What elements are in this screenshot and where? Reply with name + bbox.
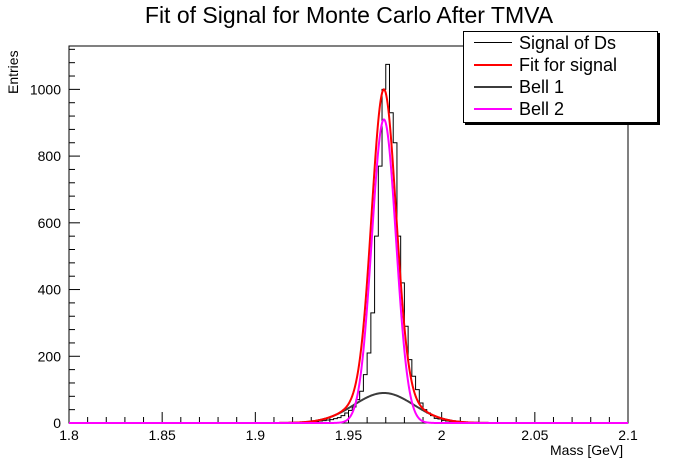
legend-item-histogram: Signal of Ds [464,32,657,54]
legend-swatch [474,86,512,88]
chart-title: Fit of Signal for Monte Carlo After TMVA [144,2,554,28]
legend-label: Bell 1 [519,77,565,97]
x-tick-label: 2.05 [521,427,548,443]
y-tick-label: 400 [38,282,62,298]
x-axis-label: Mass [GeV] [550,442,624,458]
legend-item-bell-2: Bell 2 [464,98,657,120]
legend-swatch [474,108,512,110]
legend-item-fit: Fit for signal [464,54,657,76]
x-tick-label: 1.95 [335,427,362,443]
x-tick-label: 1.8 [59,427,79,443]
y-tick-label: 600 [38,215,62,231]
legend-swatch [474,64,512,66]
x-tick-label: 2 [438,427,446,443]
histogram-outline [310,63,461,423]
x-tick-label: 1.9 [246,427,266,443]
legend-item-bell-1: Bell 1 [464,76,657,98]
tick-labels: 1.8 1.85 1.9 1.95 2 2.05 2.1 0 200 400 600 800 1000 [30,81,638,443]
x-tick-label: 2.1 [618,427,638,443]
y-tick-label: 800 [38,148,62,164]
legend-swatch [474,42,512,43]
y-axis-label: Entries [5,50,21,94]
bell-2-curve [69,118,628,424]
y-tick-label: 0 [53,415,61,431]
fit-curve [69,88,628,424]
legend: Signal of Ds Fit for signal Bell 1 Bell … [463,31,658,123]
legend-label: Fit for signal [519,55,618,75]
x-tick-label: 1.85 [149,427,176,443]
legend-label: Signal of Ds [519,33,617,53]
histogram [310,63,461,423]
fit-curves [69,88,628,424]
legend-label: Bell 2 [519,99,565,119]
y-tick-label: 200 [38,348,62,364]
y-tick-label: 1000 [30,81,61,97]
